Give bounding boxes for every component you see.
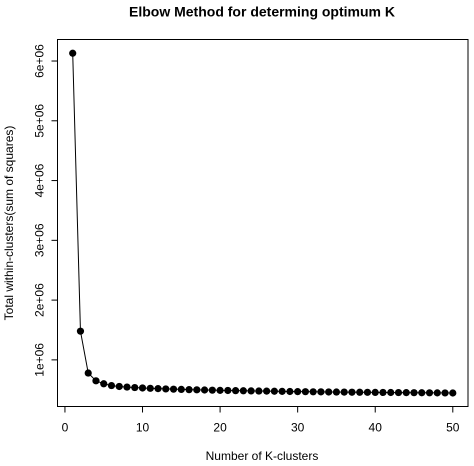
data-point: [441, 389, 449, 397]
data-point: [169, 385, 178, 393]
data-point: [138, 384, 147, 392]
data-point: [232, 387, 240, 395]
y-tick-label: 6e+06: [33, 44, 47, 78]
data-point: [185, 386, 193, 394]
plot-box: [57, 39, 469, 407]
x-tick-label: 50: [446, 421, 460, 435]
data-point: [449, 389, 457, 397]
data-point: [418, 389, 426, 397]
data-point: [123, 383, 131, 391]
data-point: [340, 388, 348, 396]
x-tick-label: 10: [136, 421, 150, 435]
x-axis-label: Number of K-clusters: [206, 449, 319, 463]
data-point: [433, 389, 441, 397]
data-point: [402, 389, 410, 397]
data-point: [115, 382, 123, 391]
x-tick-label: 20: [213, 421, 227, 435]
data-point: [263, 387, 271, 395]
data-point: [394, 388, 403, 397]
y-tick-label: 4e+06: [33, 163, 47, 197]
data-point: [286, 387, 294, 396]
data-point: [348, 388, 356, 396]
data-point: [255, 387, 263, 395]
y-tick-label: 3e+06: [33, 223, 47, 257]
y-axis-label: Total within-clusters(sum of squares): [2, 126, 16, 321]
data-point: [301, 388, 310, 396]
x-tick-label: 30: [291, 421, 305, 435]
data-point: [200, 386, 209, 394]
data-point: [84, 369, 92, 377]
data-point: [162, 385, 170, 393]
data-point: [146, 384, 154, 392]
data-point: [193, 386, 201, 394]
data-point: [425, 389, 434, 397]
data-point: [332, 388, 341, 396]
data-point: [224, 386, 232, 395]
data-point: [69, 49, 77, 57]
data-point: [371, 388, 379, 396]
data-point: [317, 388, 325, 396]
series-line: [72, 53, 453, 394]
data-point: [325, 388, 333, 396]
data-point: [131, 383, 139, 392]
data-point: [410, 389, 418, 397]
data-point: [92, 377, 100, 385]
y-tick-label: 5e+06: [33, 104, 47, 138]
data-point: [76, 327, 85, 335]
data-point: [278, 387, 286, 395]
data-point: [356, 388, 364, 396]
data-point: [379, 388, 387, 397]
chart-title: Elbow Method for determing optimum K: [129, 4, 395, 20]
data-point: [216, 386, 224, 394]
data-point: [309, 388, 317, 396]
x-tick-label: 0: [62, 421, 69, 435]
y-tick-label: 2e+06: [33, 283, 47, 317]
y-tick-label: 1e+06: [33, 343, 47, 377]
data-point: [100, 380, 108, 388]
data-point: [247, 387, 255, 395]
data-point: [387, 388, 395, 397]
x-tick-label: 40: [369, 421, 383, 435]
data-point: [177, 385, 185, 394]
data-point: [208, 386, 216, 394]
data-point: [154, 385, 162, 393]
data-point: [363, 388, 372, 396]
data-point: [239, 387, 247, 395]
data-point: [294, 388, 302, 396]
data-point: [270, 387, 278, 395]
data-point: [107, 381, 116, 390]
